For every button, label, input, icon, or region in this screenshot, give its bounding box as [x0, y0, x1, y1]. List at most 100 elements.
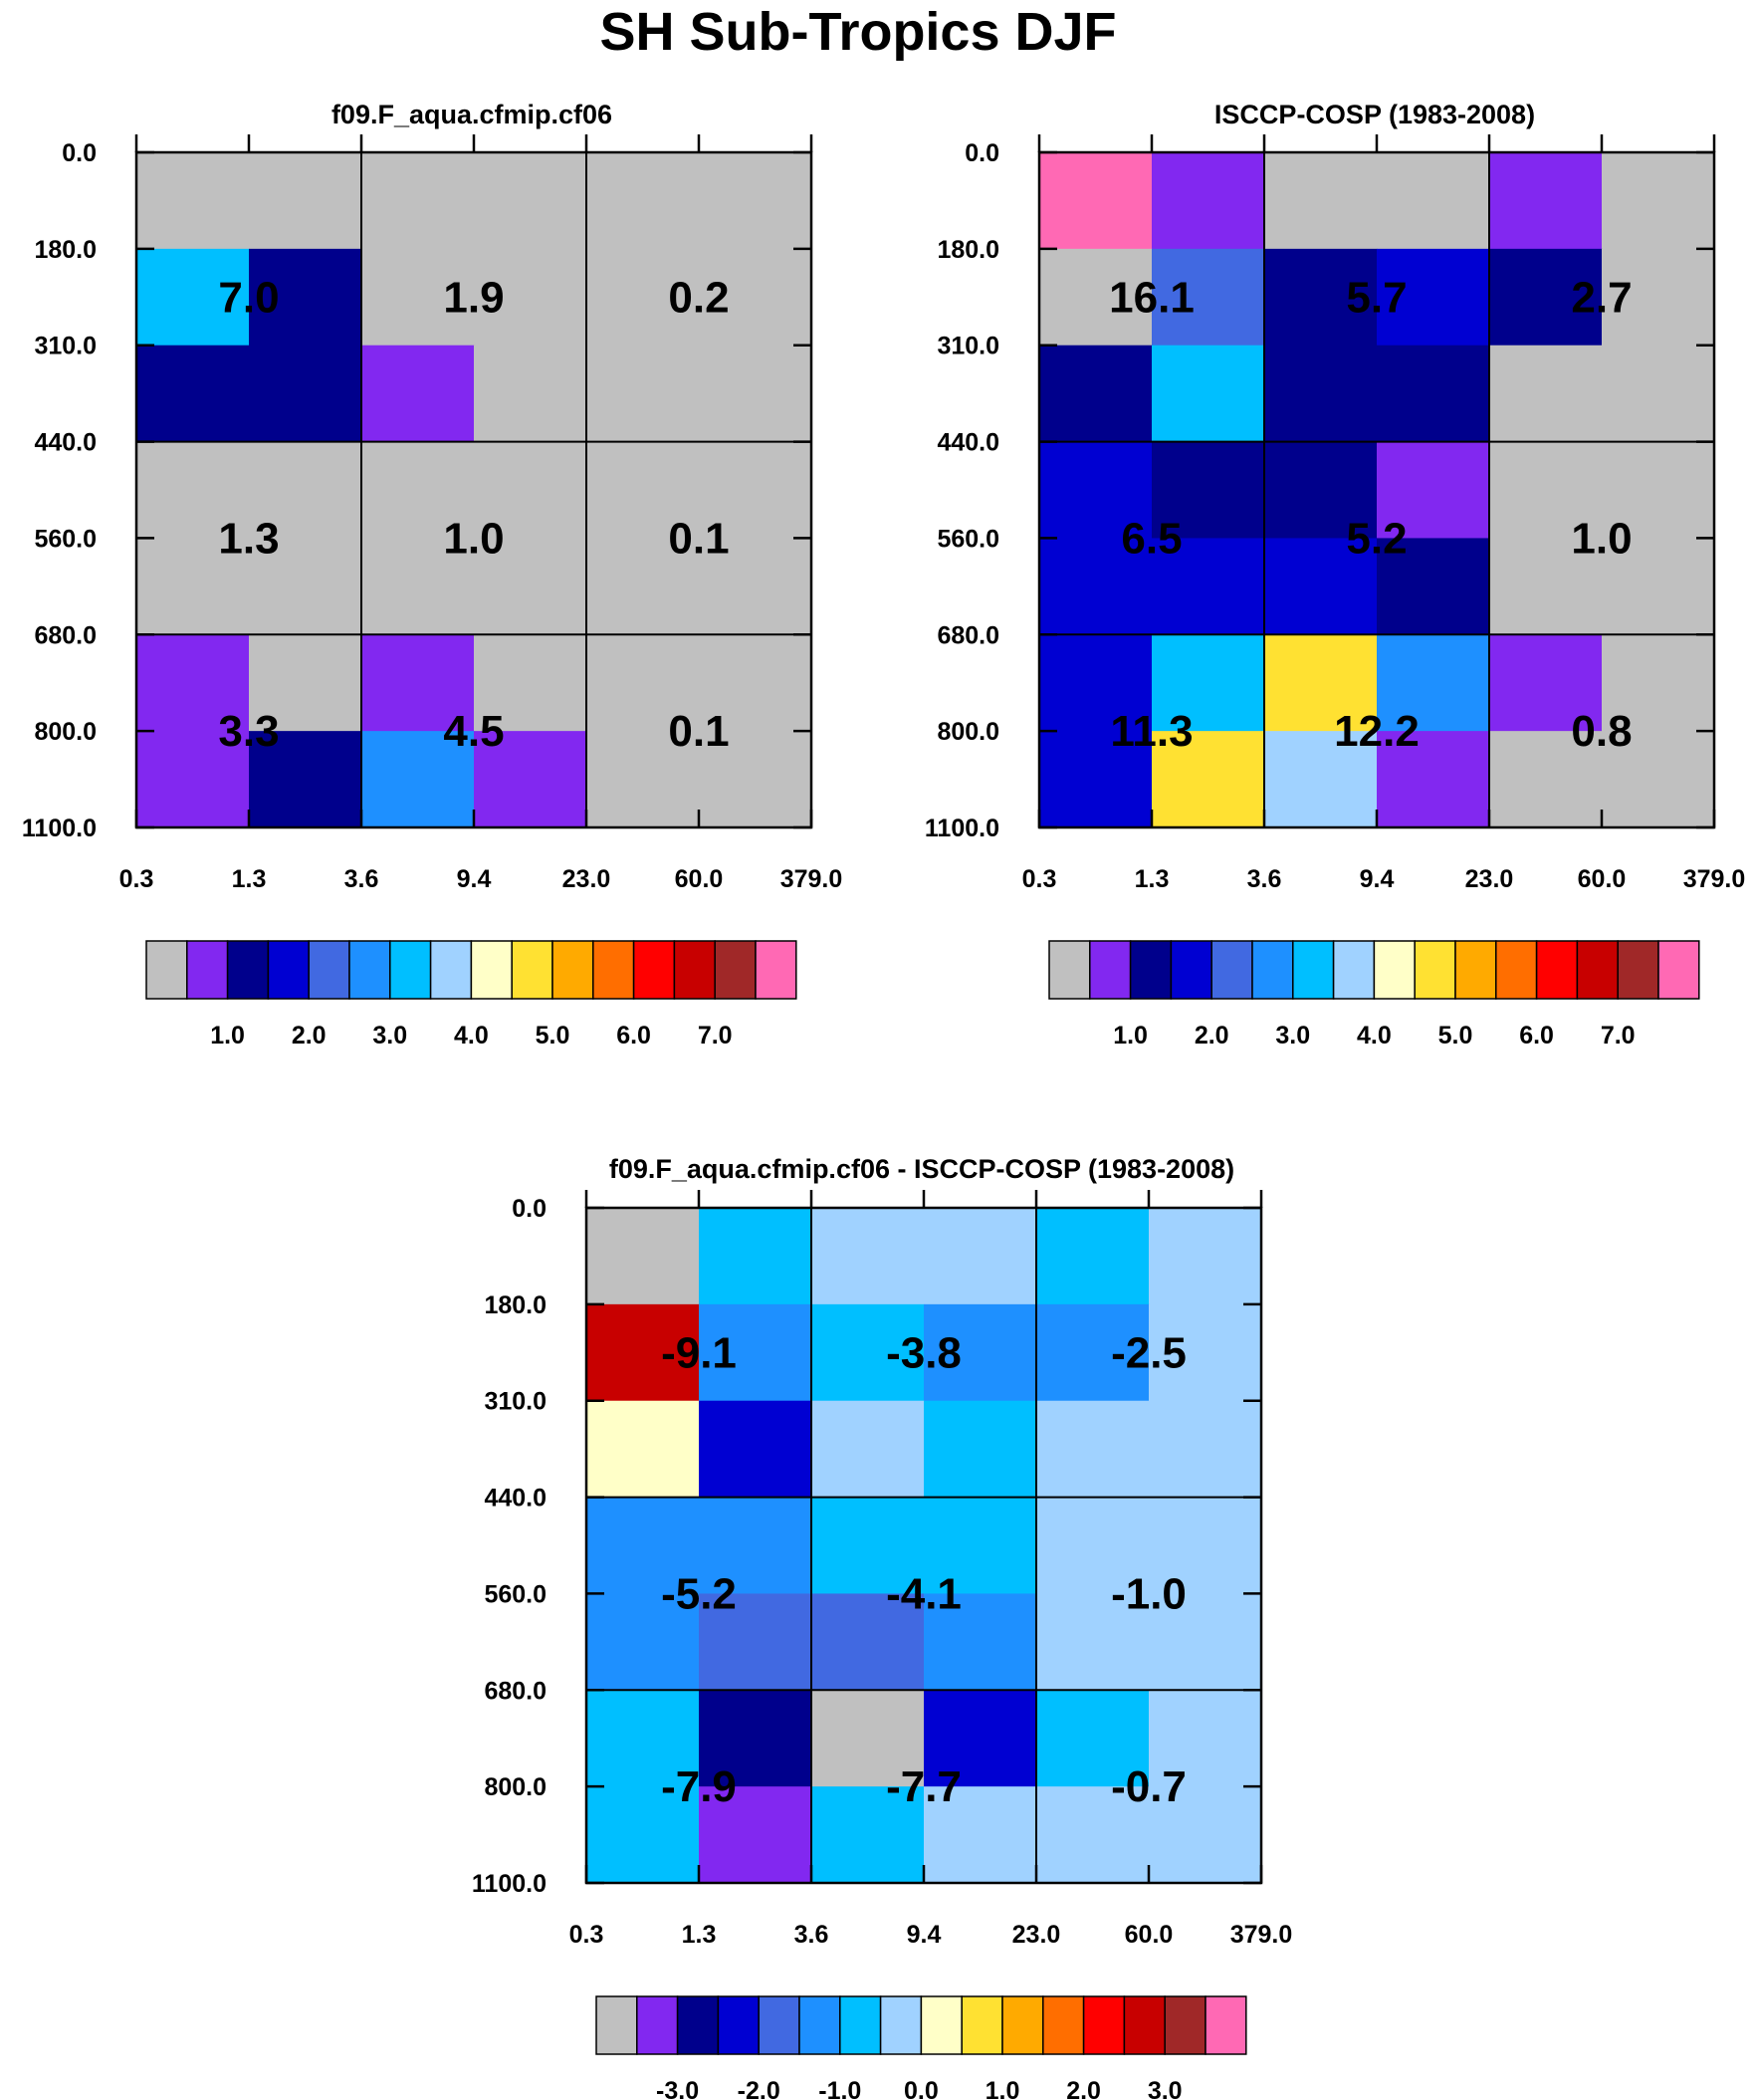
heatmap-cell: [811, 1303, 925, 1402]
heatmap-cell: [1149, 1593, 1262, 1691]
heatmap-cell: [1039, 248, 1153, 347]
heatmap-cell: [1036, 1400, 1150, 1499]
heatmap-cell: [586, 1690, 700, 1787]
heatmap-cell: [1377, 345, 1490, 443]
heatmap-cell: [1152, 345, 1265, 443]
heatmap-cell: [474, 731, 587, 828]
x-tick-label: 23.0: [1012, 1921, 1061, 1949]
colorbar-label: 4.0: [1357, 1022, 1392, 1050]
heatmap-cell: [1602, 152, 1715, 250]
x-tick-label: 9.4: [457, 865, 492, 893]
colorbar-swatch: [429, 940, 473, 1000]
colorbar-swatch: [755, 940, 797, 1000]
box-value-label: 3.3: [218, 707, 279, 756]
x-tick-label: 60.0: [675, 865, 724, 893]
heatmap-cell: [1264, 634, 1378, 732]
box-value-label: 1.0: [443, 514, 504, 563]
colorbar-swatch: [1332, 940, 1376, 1000]
heatmap-cell: [361, 152, 475, 250]
heatmap-cell: [1149, 1400, 1262, 1499]
heatmap-cell: [586, 1497, 700, 1594]
heatmap-cell: [1152, 538, 1265, 635]
x-tick-label: 379.0: [780, 865, 843, 893]
heatmap-cell: [811, 1690, 925, 1787]
heatmap-cell: [1036, 1497, 1150, 1594]
colorbar-swatch: [714, 940, 757, 1000]
box-value-label: -1.0: [1111, 1569, 1187, 1618]
x-tick-label: 9.4: [907, 1921, 942, 1949]
heatmap-cell: [586, 152, 700, 250]
x-tick-label: 23.0: [1465, 865, 1514, 893]
heatmap-cell: [924, 1497, 1037, 1594]
heatmap-cell: [249, 248, 362, 347]
colorbar-swatch: [348, 940, 391, 1000]
y-tick-label: 800.0: [34, 718, 97, 746]
colorbar-label: 3.0: [1275, 1022, 1310, 1050]
colorbar-swatch: [1123, 1995, 1166, 2055]
colorbar-swatch: [1170, 940, 1212, 1000]
y-tick-label: 1100.0: [22, 815, 97, 842]
colorbar-swatch: [717, 1995, 760, 2055]
colorbar-swatch: [592, 940, 635, 1000]
colorbar-swatch: [470, 940, 513, 1000]
colorbar-swatch: [595, 1995, 638, 2055]
colorbar-swatch: [1657, 940, 1700, 1000]
heatmap-cell: [1602, 538, 1715, 635]
heatmap-cell: [474, 441, 587, 539]
panel-title-difference: f09.F_aqua.cfmip.cf06 - ISCCP-COSP (1983…: [609, 1154, 1234, 1184]
colorbar-label: 7.0: [1601, 1022, 1636, 1050]
x-tick-label: 23.0: [562, 865, 611, 893]
heatmap-cell: [924, 1593, 1037, 1691]
x-tick-label: 60.0: [1578, 865, 1627, 893]
heatmap-cell: [1602, 248, 1715, 347]
heatmap-cell: [1152, 248, 1265, 347]
x-tick-label: 60.0: [1125, 1921, 1174, 1949]
heatmap-cell: [1149, 1786, 1262, 1884]
colorbar-swatch: [961, 1995, 1003, 2055]
heatmap-cell: [1152, 152, 1265, 250]
colorbar-label: 1.0: [986, 2077, 1020, 2100]
heatmap-cell: [1149, 1303, 1262, 1402]
colorbar-swatch: [1454, 940, 1497, 1000]
box-value-label: -7.7: [886, 1762, 962, 1811]
heatmap-cell: [1377, 731, 1490, 828]
colorbar-swatch: [1251, 940, 1294, 1000]
x-tick-label: 0.3: [569, 1921, 604, 1949]
colorbar-swatch: [798, 1995, 841, 2055]
y-tick-label: 560.0: [937, 525, 999, 553]
colorbar-label: 1.0: [210, 1022, 245, 1050]
y-tick-label: 440.0: [937, 429, 999, 457]
box-value-label: 5.7: [1346, 273, 1407, 322]
heatmap-cell: [586, 441, 700, 539]
colorbar-swatch: [636, 1995, 679, 2055]
x-tick-label: 1.3: [682, 1921, 717, 1949]
colorbar-label: 2.0: [1066, 2077, 1101, 2100]
heatmap-cell: [474, 345, 587, 443]
box-value-label: 6.5: [1121, 514, 1182, 563]
y-tick-label: 440.0: [484, 1485, 547, 1513]
heatmap-cell: [249, 538, 362, 635]
heatmap-cell: [1264, 538, 1378, 635]
colorbar-swatch: [1617, 940, 1659, 1000]
box-value-label: 0.1: [668, 514, 729, 563]
colorbar-swatch: [1042, 1995, 1085, 2055]
heatmap-cell: [811, 1786, 925, 1884]
heatmap-cell: [586, 731, 700, 828]
box-value-label: 1.9: [443, 273, 504, 322]
colorbar-label: 3.0: [1148, 2077, 1183, 2100]
colorbar-swatch: [1048, 940, 1091, 1000]
heatmap-cell: [249, 634, 362, 732]
heatmap-cell: [1489, 538, 1603, 635]
colorbar-swatch: [551, 940, 594, 1000]
colorbar-swatch: [1164, 1995, 1207, 2055]
colorbar-swatch: [920, 1995, 963, 2055]
colorbar-label: 4.0: [454, 1022, 489, 1050]
heatmap-cell: [1264, 152, 1378, 250]
y-tick-label: 180.0: [34, 236, 97, 264]
heatmap-cell: [1489, 152, 1603, 250]
colorbar-swatch: [1089, 940, 1132, 1000]
colorbar-swatch: [676, 1995, 720, 2055]
heatmap-cell: [924, 1786, 1037, 1884]
y-tick-label: 680.0: [937, 621, 999, 649]
heatmap-cell: [586, 634, 700, 732]
